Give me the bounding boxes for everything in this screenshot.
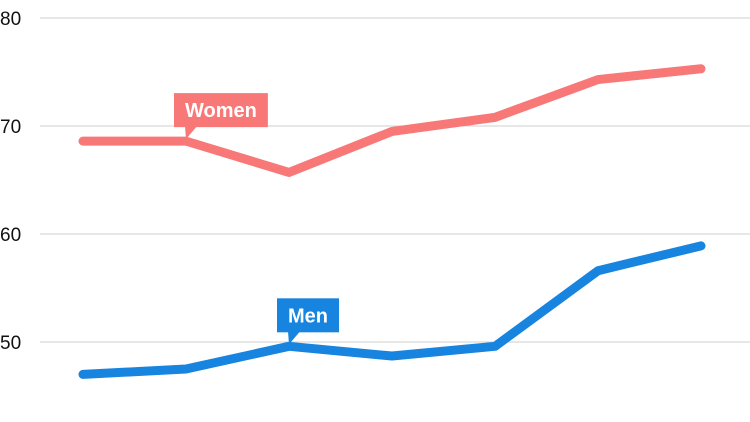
callout-men: Men <box>277 298 339 345</box>
series-line-men <box>78 241 706 379</box>
y-tick-label-60: 60 <box>0 225 21 246</box>
callout-label-women: Women <box>185 100 257 122</box>
gridlines <box>40 17 750 343</box>
series-callouts: Women Men <box>174 93 339 345</box>
series-line-women <box>78 64 706 177</box>
callout-women: Women <box>174 93 268 140</box>
y-tick-label-70: 70 <box>0 117 21 138</box>
y-tick-labels: 50 60 70 80 <box>0 9 21 354</box>
callout-box-men <box>277 298 339 333</box>
callout-pointer-men <box>288 331 300 345</box>
y-tick-label-50: 50 <box>0 333 21 354</box>
callout-label-men: Men <box>288 305 328 327</box>
callout-box-women <box>174 93 268 128</box>
callout-pointer-women <box>185 126 197 140</box>
series-lines <box>78 64 706 379</box>
y-tick-label-80: 80 <box>0 9 21 30</box>
